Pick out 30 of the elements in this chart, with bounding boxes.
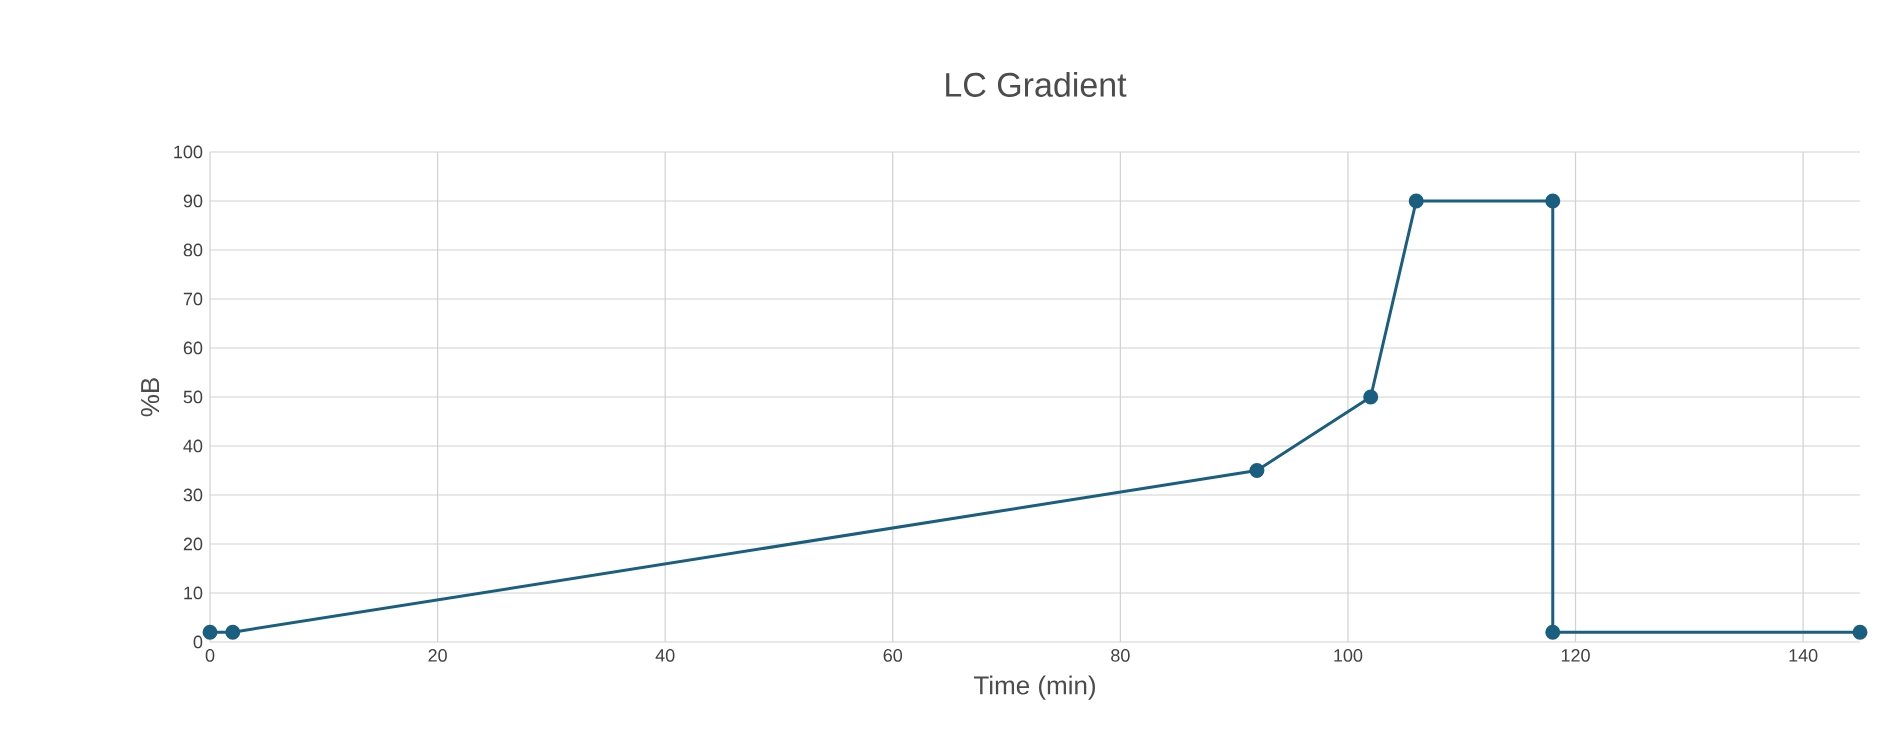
- x-tick-label: 0: [205, 649, 215, 662]
- x-tick-label: 60: [883, 649, 903, 662]
- point: [1545, 193, 1561, 209]
- y-tick-label: 40: [183, 439, 203, 453]
- y-tick-label: 10: [184, 586, 203, 600]
- y-tick-label: 100: [174, 145, 203, 159]
- x-tick-label: 40: [655, 649, 675, 662]
- point: [1408, 193, 1424, 209]
- point: [1363, 389, 1379, 405]
- y-tick-label: 70: [183, 292, 203, 306]
- x-tick-label: 120: [1561, 649, 1590, 662]
- point: [1852, 624, 1868, 640]
- y-tick-label: 0: [193, 635, 203, 649]
- y-tick-label: 50: [183, 390, 203, 404]
- x-tick-label: 80: [1111, 649, 1130, 662]
- y-tick-label: 60: [183, 341, 203, 355]
- point: [1249, 462, 1265, 478]
- y-tick-label: 90: [183, 194, 203, 208]
- x-tick-label: 20: [428, 649, 447, 662]
- chart-title: LC Gradient: [946, 71, 1127, 97]
- point: [225, 624, 241, 640]
- point: [1545, 624, 1561, 640]
- point: [202, 624, 218, 640]
- y-axis-title: %B: [141, 378, 160, 417]
- x-axis-title: Time (min): [973, 675, 1095, 700]
- y-tick-label: 20: [183, 537, 203, 551]
- y-tick-label: 30: [183, 488, 203, 502]
- x-tick-label: 100: [1334, 649, 1363, 662]
- x-tick-label: 140: [1789, 649, 1818, 662]
- y-tick-label: 80: [183, 243, 203, 257]
